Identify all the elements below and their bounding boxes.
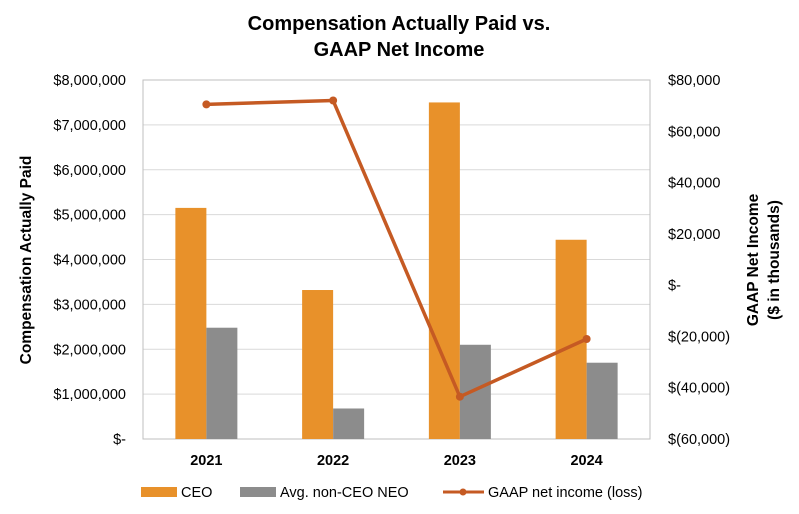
right-tick-label: $(40,000) [668,381,730,397]
right-axis-title-line-1: GAAP Net Income [745,193,762,326]
left-tick-label: $4,000,000 [53,253,126,269]
legend-swatch-avg-neo [240,487,276,497]
legend: CEO Avg. non-CEO NEO GAAP net income (lo… [141,485,642,501]
left-tick-label: $2,000,000 [53,342,126,358]
left-axis-title: Compensation Actually Paid [18,156,35,365]
left-tick-label: $5,000,000 [53,208,126,224]
legend-label-ceo: CEO [181,485,212,501]
right-tick-label: $20,000 [668,227,720,243]
left-axis-ticks: $- $1,000,000 $2,000,000 $3,000,000 $4,000,0… [53,73,126,448]
category-label: 2021 [190,453,222,469]
bar-avg-non-ceo-neo-2022 [333,408,365,439]
right-tick-label: $- [668,278,681,294]
legend-label-avg-neo: Avg. non-CEO NEO [280,485,409,501]
left-tick-label: $8,000,000 [53,73,126,89]
chart-title-line-2: GAAP Net Income [314,39,485,61]
bars [175,102,618,439]
right-axis-ticks: $(60,000) $(40,000) $(20,000) $- $20,000 $40,… [668,73,730,448]
right-axis-title-line-2: ($ in thousands) [766,200,783,320]
line-net-income [206,98,588,399]
bar-ceo-2024 [555,239,587,439]
left-tick-label: $7,000,000 [53,118,126,134]
line-series [202,96,591,401]
right-tick-label: $60,000 [668,124,720,140]
right-tick-label: $40,000 [668,176,720,192]
category-label: 2023 [444,453,476,469]
bar-avg-non-ceo-neo-2024 [586,362,618,439]
bar-avg-non-ceo-neo-2021 [206,327,238,439]
line-point-2023 [455,392,464,401]
plot-area-border [142,79,651,440]
right-tick-label: $80,000 [668,73,720,89]
line-point-2024 [582,334,591,343]
line-point-2021 [202,100,211,109]
bar-ceo-2021 [175,207,207,439]
legend-swatch-net-income-marker [459,488,467,496]
bar-ceo-2022 [302,290,334,439]
bar-avg-non-ceo-neo-2023 [459,344,491,439]
left-tick-label: $- [113,432,126,448]
legend-swatch-ceo [141,487,177,497]
category-label: 2024 [570,453,602,469]
right-tick-label: $(20,000) [668,329,730,345]
left-tick-label: $3,000,000 [53,297,126,313]
legend-label-net-income: GAAP net income (loss) [488,485,642,501]
right-tick-label: $(60,000) [668,432,730,448]
category-labels: 2021 2022 2023 2024 [190,453,603,469]
line-point-2022 [329,96,338,105]
left-tick-label: $6,000,000 [53,163,126,179]
chart-title-line-1: Compensation Actually Paid vs. [248,13,551,35]
left-tick-label: $1,000,000 [53,387,126,403]
category-label: 2022 [317,453,349,469]
